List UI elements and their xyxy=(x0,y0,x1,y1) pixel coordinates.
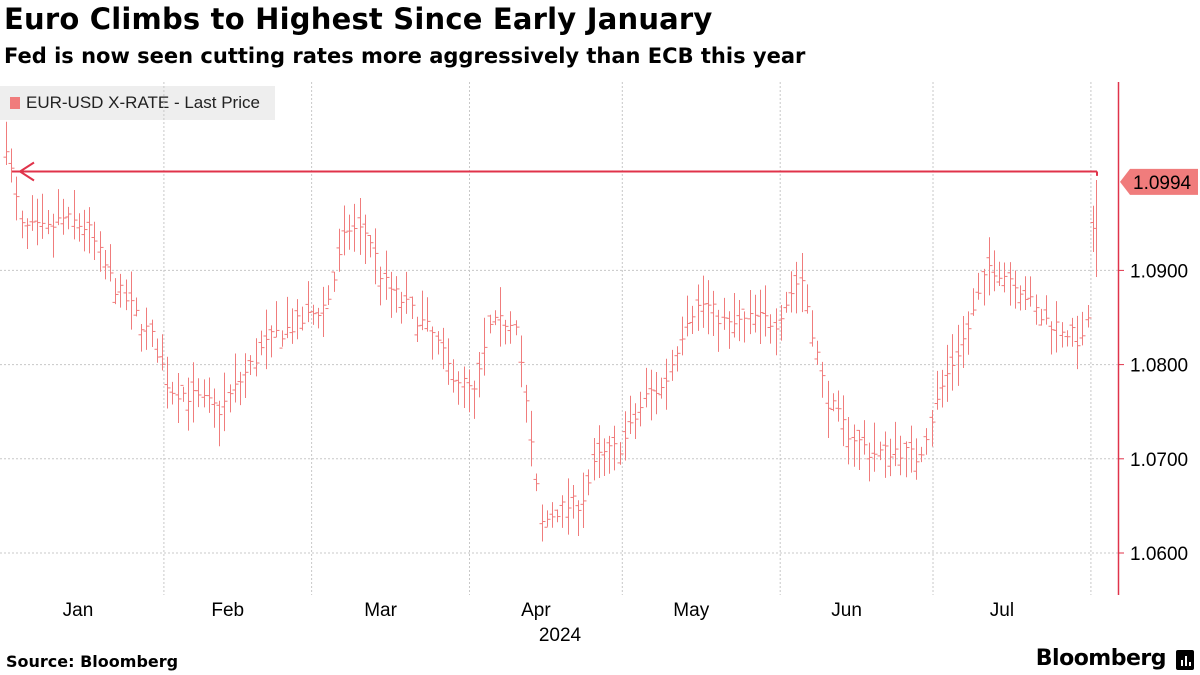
brand-logo-text: Bloomberg xyxy=(1035,646,1167,671)
x-tick-label: Jan xyxy=(63,600,94,621)
price-bars xyxy=(3,121,1097,542)
reference-arrow-icon xyxy=(18,161,35,182)
chart-subtitle: Fed is now seen cutting rates more aggre… xyxy=(4,44,806,68)
x-tick-label: Feb xyxy=(211,600,244,621)
y-tick-label: 1.0600 xyxy=(1130,544,1188,565)
x-tick-label: Jun xyxy=(831,600,862,621)
y-tick-label: 1.0800 xyxy=(1130,356,1188,377)
chart-grid xyxy=(0,82,1118,595)
x-tick-label: Mar xyxy=(364,600,397,621)
chart-title: Euro Climbs to Highest Since Early Janua… xyxy=(4,2,713,36)
x-tick-label: Jul xyxy=(990,600,1014,621)
last-price-flag xyxy=(1120,168,1198,195)
y-tick-label: 1.0900 xyxy=(1130,261,1188,282)
x-year-label: 2024 xyxy=(539,625,582,646)
legend: EUR-USD X-RATE - Last Price xyxy=(0,86,275,120)
legend-swatch xyxy=(10,97,20,109)
x-tick-label: May xyxy=(673,600,709,621)
y-axis: 1.0600 1.0700 1.0800 1.0900 1.0994 xyxy=(1117,82,1198,595)
legend-label: EUR-USD X-RATE - Last Price xyxy=(26,93,260,112)
bloomberg-terminal-icon xyxy=(1176,650,1194,670)
y-tick-label: 1.0700 xyxy=(1130,450,1188,471)
x-tick-label: Apr xyxy=(521,600,551,621)
x-axis: Jan Feb Mar Apr May Jun Jul 2024 xyxy=(63,600,1014,646)
source-note: Source: Bloomberg xyxy=(6,652,179,671)
reference-line-group xyxy=(12,161,1098,182)
last-price-label: 1.0994 xyxy=(1133,173,1192,194)
